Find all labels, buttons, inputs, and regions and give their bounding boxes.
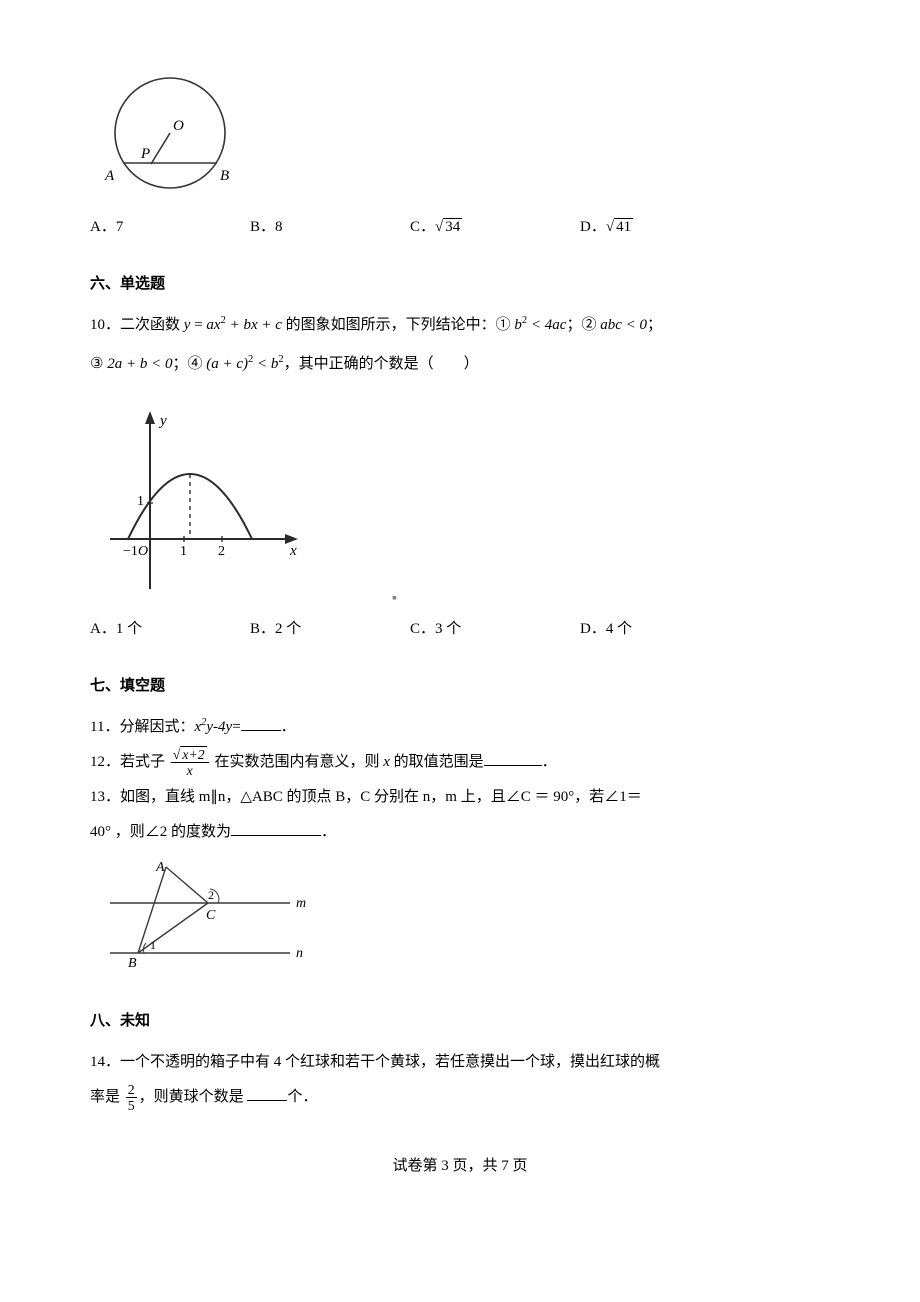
q13-lines-figure: A B C m n 1 2 [90, 859, 320, 979]
page-footer: 试卷第 3 页，共 7 页 [90, 1154, 830, 1175]
svg-text:B: B [128, 956, 137, 971]
q10-line1: 10．二次函数 y = ax2 + bx + c 的图象如图所示，下列结论中：①… [90, 309, 830, 342]
svg-text:1: 1 [137, 494, 144, 509]
q10-choice-c: C．3 个 [410, 617, 580, 638]
q9-label-o: O [173, 118, 184, 134]
q14-line2: 率是 25，则黄球个数是 个． [90, 1081, 830, 1114]
q9-label-p: P [140, 146, 150, 162]
q12-blank [484, 765, 542, 766]
section7-heading: 七、填空题 [90, 674, 830, 695]
q10-line2: ③ 2a + b < 0；④ (a + c)2 < b2，其中正确的个数是（ ） [90, 348, 830, 381]
q11-line: 11．分解因式：x2y-4y=． [90, 711, 830, 744]
q12-line: 12．若式子 x+2x 在实数范围内有意义，则 x 的取值范围是． [90, 746, 830, 779]
q11-blank [241, 730, 281, 731]
q9-choice-d: D．41 [580, 215, 700, 236]
q9-choice-c: C．34 [410, 215, 580, 236]
svg-text:y: y [158, 413, 167, 429]
svg-text:x: x [289, 543, 297, 559]
q9-choice-a: A．7 [90, 215, 250, 236]
svg-text:n: n [296, 946, 303, 961]
q9-circle-figure: O P A B [90, 68, 250, 203]
svg-text:O: O [138, 544, 148, 559]
q10-choice-a: A．1 个 [90, 617, 250, 638]
q10-parabola-figure: −1 O 1 1 2 x y [90, 399, 310, 599]
q9-op-line [151, 133, 170, 164]
q9-choices: A．7 B．8 C．34 D．41 [90, 215, 830, 236]
q9-choice-b: B．8 [250, 215, 410, 236]
q14-line1: 14．一个不透明的箱子中有 4 个红球和若干个黄球，若任意摸出一个球，摸出红球的… [90, 1046, 830, 1079]
section6-heading: 六、单选题 [90, 272, 830, 293]
section8-heading: 八、未知 [90, 1009, 830, 1030]
q13-line2: 40° ，则∠2 的度数为． [90, 816, 830, 849]
svg-text:1: 1 [150, 938, 156, 952]
q10-y-arrow [145, 411, 155, 424]
svg-text:2: 2 [218, 544, 225, 559]
q13-line1: 13．如图，直线 m∥n，△ABC 的顶点 B，C 分别在 n，m 上，且∠C … [90, 781, 830, 814]
q10-choices: A．1 个 B．2 个 C．3 个 D．4 个 [90, 617, 830, 638]
q10-choice-b: B．2 个 [250, 617, 410, 638]
q10-choice-d: D．4 个 [580, 617, 700, 638]
svg-text:2: 2 [208, 888, 214, 902]
q13-blank [231, 835, 321, 836]
q14-blank [247, 1100, 287, 1101]
svg-text:C: C [206, 908, 216, 923]
svg-text:1: 1 [180, 544, 187, 559]
q9-label-a: A [104, 168, 115, 184]
q9-label-b: B [220, 168, 229, 184]
svg-text:A: A [155, 860, 165, 875]
watermark-dot: ▪ [392, 591, 397, 607]
svg-text:m: m [296, 896, 306, 911]
svg-text:−1: −1 [123, 544, 138, 559]
